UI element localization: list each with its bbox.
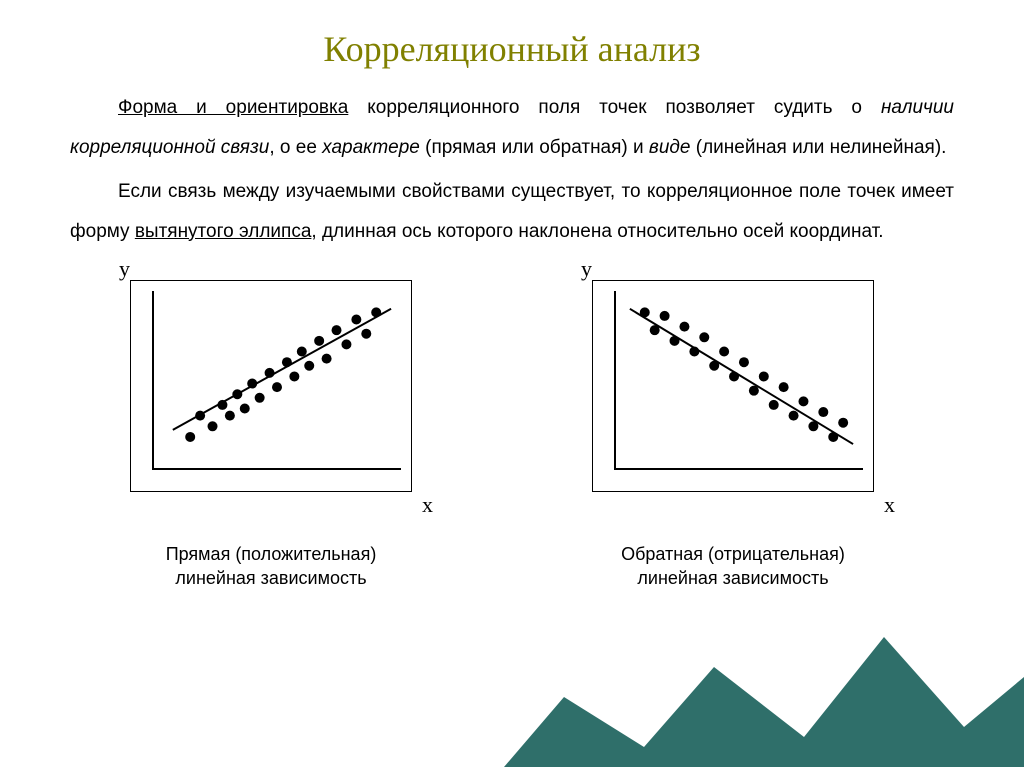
caption-positive: Прямая (положительная) линейная зависимо…: [81, 542, 461, 591]
caption-negative: Обратная (отрицательная) линейная зависи…: [543, 542, 923, 591]
paragraph-2: Если связь между изучаемыми свойствами с…: [70, 172, 954, 252]
p2-underline: вытянутого эллипса: [135, 221, 312, 242]
decor-mountain: [504, 587, 1024, 767]
slide-title: Корреляционный анализ: [0, 0, 1024, 88]
scatter-positive: [130, 280, 412, 492]
plot-negative: y x Обратная (отрицательная) линейная за…: [543, 256, 923, 591]
axis-y-left: y: [81, 256, 461, 280]
p1-italic-2: характере: [322, 137, 420, 158]
axis-x-left: x: [81, 492, 461, 518]
plots-row: y x Прямая (положительная) линейная зави…: [0, 256, 1024, 591]
axis-y-right: y: [543, 256, 923, 280]
p1-italic-3: виде: [649, 137, 691, 158]
axis-x-right: x: [543, 492, 923, 518]
p1-underline: Форма и ориентировка: [118, 97, 348, 118]
plot-positive: y x Прямая (положительная) линейная зави…: [81, 256, 461, 591]
paragraph-1: Форма и ориентировка корреляционного пол…: [70, 88, 954, 168]
scatter-negative: [592, 280, 874, 492]
body-text: Форма и ориентировка корреляционного пол…: [0, 88, 1024, 252]
slide: Корреляционный анализ Форма и ориентиров…: [0, 0, 1024, 767]
